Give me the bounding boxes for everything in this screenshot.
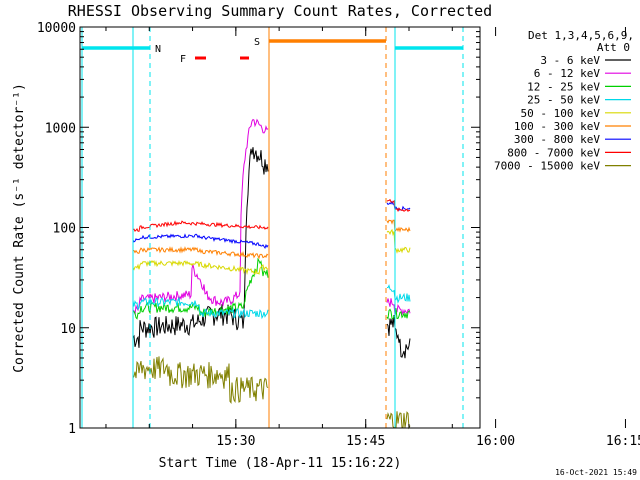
series-line — [386, 315, 411, 359]
y-axis-ticks: 1 10 100 1000 10000 — [37, 21, 480, 437]
series-line — [386, 298, 411, 316]
legend-label: 12 - 25 keV — [527, 80, 600, 93]
y-axis-label: Corrected Count Rate (s⁻¹ detector⁻¹) — [12, 83, 27, 373]
legend-header-line-1: Det 1,3,4,5,6,9, — [528, 29, 634, 42]
series-line — [132, 147, 269, 348]
series-line — [132, 356, 269, 404]
legend-label: 25 - 50 keV — [527, 94, 600, 107]
y-tick-label: 1000 — [45, 121, 76, 136]
x-tick-label: 16:00 — [476, 434, 515, 449]
y-tick-label: 1 — [68, 422, 76, 437]
series-line — [386, 228, 411, 254]
series-line — [132, 259, 269, 275]
y-tick-label: 10000 — [37, 21, 76, 36]
series-line — [132, 296, 269, 320]
footer-date: 16-Oct-2021 15:49 — [555, 468, 637, 477]
y-tick-label: 100 — [53, 222, 76, 237]
legend-label: 50 - 100 keV — [521, 107, 601, 120]
series-line — [386, 198, 411, 213]
series-line — [132, 118, 269, 315]
data-lines — [132, 118, 411, 430]
series-line — [386, 411, 411, 430]
flag-label: N — [155, 44, 161, 55]
series-line — [132, 220, 269, 232]
x-axis-label: Start Time (18-Apr-11 15:16:22) — [159, 456, 402, 471]
legend-header-line-2: Att 0 — [597, 41, 630, 54]
legend-label: 3 - 6 keV — [540, 54, 600, 67]
series-line — [386, 219, 411, 233]
legend-label: 7000 - 15000 keV — [494, 160, 600, 173]
flag-label: F — [180, 54, 186, 65]
y-tick-label: 10 — [60, 322, 76, 337]
chart-title: RHESSI Observing Summary Count Rates, Co… — [68, 2, 492, 20]
x-tick-label: 15:45 — [346, 434, 385, 449]
legend-label: 6 - 12 keV — [534, 67, 601, 80]
legend-label: 800 - 7000 keV — [507, 146, 600, 159]
series-line — [132, 246, 269, 260]
x-tick-label: 15:30 — [216, 434, 255, 449]
legend-label: 100 - 300 keV — [514, 120, 600, 133]
series-line — [386, 284, 411, 304]
x-tick-label: 16:15 — [606, 434, 640, 449]
series-line — [386, 308, 411, 320]
legend-label: 300 - 800 keV — [514, 133, 600, 146]
flag-label: S — [254, 37, 260, 48]
series-line — [132, 233, 269, 249]
